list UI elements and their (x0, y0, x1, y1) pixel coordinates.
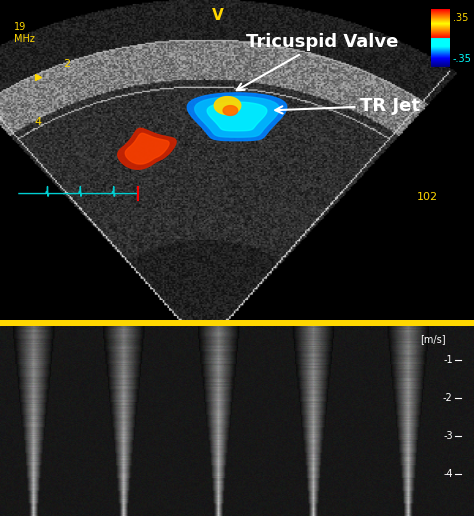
Text: -1: -1 (443, 356, 453, 365)
Polygon shape (118, 128, 176, 169)
Text: -2: -2 (443, 393, 453, 404)
Text: [m/s]: [m/s] (420, 334, 446, 344)
Polygon shape (207, 102, 267, 131)
Polygon shape (195, 96, 279, 137)
Text: TR Jet: TR Jet (275, 96, 420, 115)
Text: -4: -4 (443, 469, 453, 479)
Text: .35: .35 (453, 13, 468, 23)
Text: 4: 4 (34, 117, 42, 126)
Text: V: V (212, 8, 224, 23)
Text: 102: 102 (417, 192, 438, 202)
Text: 19
MHz: 19 MHz (14, 22, 35, 44)
Text: -.35: -.35 (453, 54, 472, 64)
Polygon shape (187, 93, 287, 141)
Text: Tricuspid Valve: Tricuspid Valve (237, 33, 399, 90)
Text: -3: -3 (443, 431, 453, 441)
Polygon shape (223, 106, 237, 116)
Text: 2: 2 (63, 59, 70, 69)
Polygon shape (125, 133, 169, 164)
Polygon shape (214, 96, 241, 115)
